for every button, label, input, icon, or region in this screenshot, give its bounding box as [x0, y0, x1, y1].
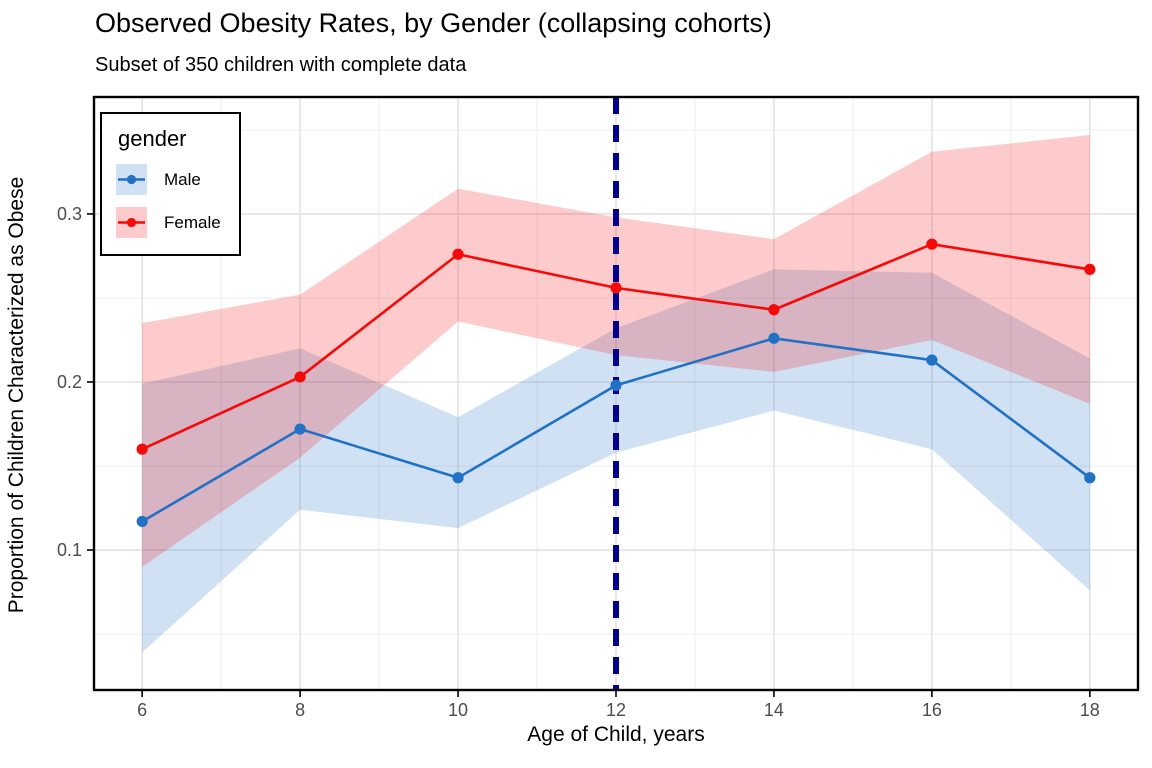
y-tick-label: 0.1	[57, 540, 82, 560]
ribbon-male	[142, 269, 1090, 653]
chart-title: Observed Obesity Rates, by Gender (colla…	[95, 8, 772, 38]
x-tick-label: 10	[448, 700, 468, 720]
point-female-14	[768, 304, 780, 316]
point-male-6	[136, 515, 148, 528]
x-tick-label: 6	[137, 700, 147, 720]
legend-item-female: Female	[116, 207, 221, 238]
point-female-18	[1084, 263, 1096, 276]
point-female-16	[926, 238, 938, 250]
legend-label-male: Male	[164, 169, 201, 189]
legend: gender Male Female	[100, 112, 241, 256]
point-female-8	[294, 371, 306, 383]
x-tick-label: 14	[764, 700, 784, 720]
panel-border	[92, 95, 1140, 692]
male-line-key-icon	[116, 164, 147, 195]
point-female-10	[452, 248, 464, 260]
chart-subtitle: Subset of 350 children with complete dat…	[95, 54, 467, 76]
point-male-16	[926, 354, 938, 366]
point-male-10	[452, 472, 464, 484]
female-line-key-icon	[116, 207, 147, 238]
y-tick-label: 0.2	[57, 372, 82, 392]
point-male-18	[1084, 472, 1096, 484]
point-male-8	[294, 423, 306, 435]
legend-item-male: Male	[116, 164, 221, 195]
x-tick-label: 8	[295, 700, 305, 720]
point-male-14	[768, 332, 780, 344]
x-tick-label: 18	[1080, 700, 1100, 720]
point-female-6	[136, 443, 148, 455]
legend-title: gender	[118, 126, 187, 151]
y-axis-title: Proportion of Children Characterized as …	[5, 176, 28, 614]
y-tick-label: 0.3	[57, 204, 82, 224]
x-axis-title: Age of Child, years	[527, 723, 705, 746]
point-male-12	[610, 379, 622, 391]
x-tick-label: 16	[922, 700, 942, 720]
legend-label-female: Female	[164, 212, 221, 232]
x-tick-label: 12	[606, 700, 626, 720]
point-female-12	[610, 282, 622, 294]
